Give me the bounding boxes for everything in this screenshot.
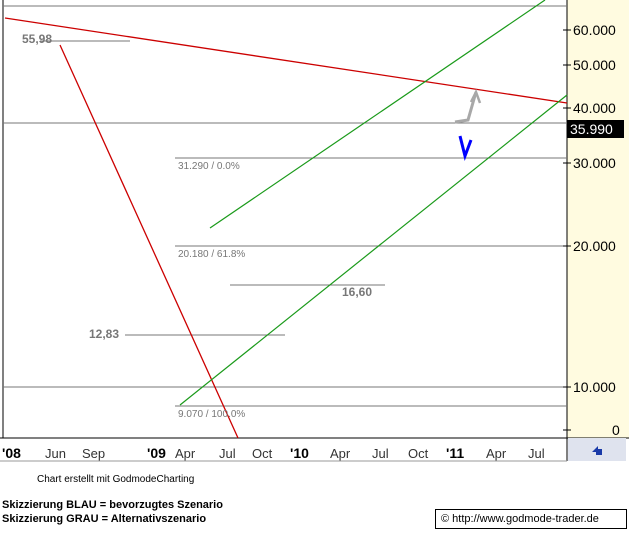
x-tick-label: Apr	[330, 446, 351, 461]
blue-scenario-v	[458, 135, 473, 162]
fib-0-label: 31.290 / 0.0%	[178, 161, 240, 172]
y-tick-label: 0	[612, 422, 620, 438]
x-tick-label: Apr	[486, 446, 507, 461]
crash-downtrend-line	[59, 44, 239, 439]
grey-scenario-arrow	[454, 91, 478, 124]
price-axis-panel	[567, 0, 629, 438]
y-tick-label: 60.000	[573, 22, 616, 38]
fib-61-8-label: 20.180 / 61.8%	[178, 249, 245, 260]
x-tick-label: Jul	[372, 446, 389, 461]
x-tick-label: Sep	[82, 446, 105, 461]
y-tick-label: 40.000	[573, 100, 616, 116]
arrow-icon	[592, 446, 602, 455]
horizontal-levels	[3, 5, 567, 407]
grey-scenario-arrowhead	[469, 88, 482, 104]
x-tick-label: '11	[446, 445, 464, 461]
y-tick-label: 30.000	[573, 155, 616, 171]
y-tick-label: 50.000	[573, 57, 616, 73]
y-tick-label: 10.000	[573, 379, 616, 395]
last-price-label: 35.990	[570, 121, 613, 137]
x-tick-label: '09	[147, 445, 166, 461]
fib-100-label: 9.070 / 100.0%	[178, 409, 245, 420]
annotation-high: 55,98	[22, 32, 52, 46]
x-axis-ticks: '08 Jun Sep '09 Apr Jul Oct '10 Apr Jul Oct '11 Apr J…	[2, 445, 545, 461]
x-tick-label: Jul	[219, 446, 236, 461]
x-tick-label: Jun	[45, 446, 66, 461]
channel-upper-line	[209, 0, 546, 229]
y-tick-label: 20.000	[573, 238, 616, 254]
annotation-low-2: 16,60	[342, 285, 372, 299]
long-term-downtrend-line	[4, 17, 568, 104]
y-axis-ticks: 60.000 50.000 40.000 30.000 20.000 10.000 0	[563, 22, 620, 438]
channel-lower-line	[179, 94, 568, 406]
legend-blue-scenario: Skizzierung BLAU = bevorzugtes Szenario	[2, 499, 223, 511]
website-link[interactable]: © http://www.godmode-trader.de	[435, 509, 627, 529]
annotation-low-1: 12,83	[89, 327, 119, 341]
x-tick-label: Oct	[252, 446, 273, 461]
last-price-box	[567, 120, 624, 138]
x-tick-label: '08	[2, 445, 21, 461]
x-tick-label: Oct	[408, 446, 429, 461]
x-tick-label: Jul	[528, 446, 545, 461]
x-tick-label: '10	[290, 445, 309, 461]
x-tick-label: Apr	[175, 446, 196, 461]
legend-grey-scenario: Skizzierung GRAU = Alternativszenario	[2, 513, 207, 525]
chart-credit: Chart erstellt mit GodmodeCharting	[37, 474, 195, 485]
